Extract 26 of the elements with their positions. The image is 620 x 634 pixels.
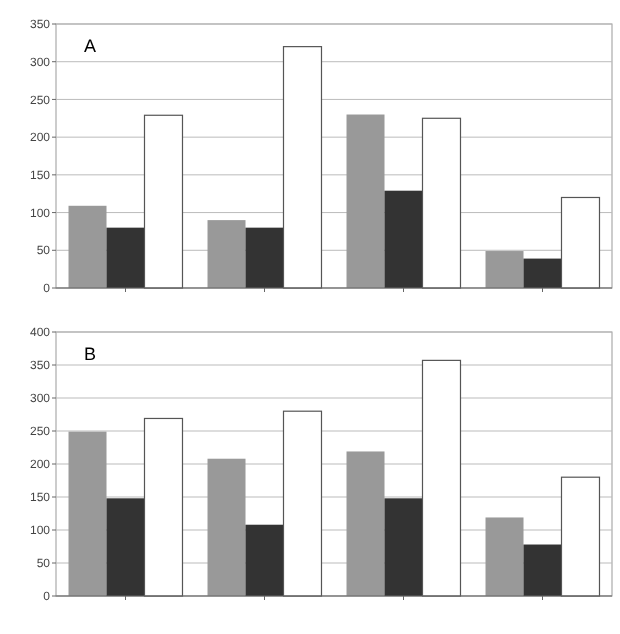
bar: [68, 205, 107, 288]
bar: [523, 258, 562, 288]
bar: [245, 227, 284, 288]
bar: [282, 410, 323, 597]
bar: [207, 458, 246, 596]
bar: [106, 498, 145, 596]
bar: [560, 196, 601, 289]
bar: [485, 517, 524, 596]
bar: [523, 544, 562, 596]
text: B: [84, 344, 97, 364]
bar: [485, 251, 524, 288]
bar: [346, 451, 385, 596]
bar: [143, 417, 184, 597]
bar: [384, 190, 423, 288]
bar: [207, 220, 246, 288]
text: A: [84, 36, 97, 56]
bar: [346, 114, 385, 288]
bar: [143, 114, 184, 289]
bar: [282, 46, 323, 289]
bar: [68, 431, 107, 596]
bar: [245, 524, 284, 596]
bar: [106, 227, 145, 288]
bar: [421, 359, 462, 597]
bar: [384, 498, 423, 596]
bar: [560, 476, 601, 597]
bar: [421, 117, 462, 289]
